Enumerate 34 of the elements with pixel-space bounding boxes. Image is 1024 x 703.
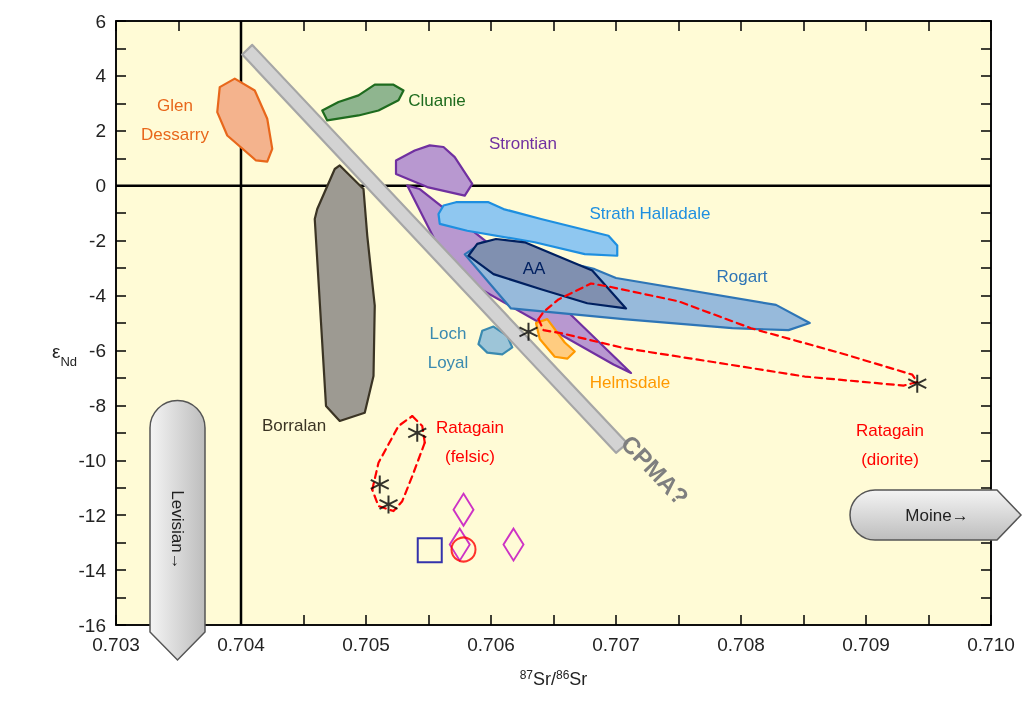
annotation: Strath Halladale — [589, 203, 711, 223]
annotation: Glen Dessarry — [140, 96, 210, 144]
annotation: Loch Loyal — [427, 324, 469, 372]
x-tick-label: 0.709 — [842, 634, 890, 655]
y-tick-label: -16 — [78, 614, 106, 636]
annotation: Ratagain (diorite) — [855, 421, 925, 469]
x-tick-label: 0.703 — [92, 634, 140, 655]
y-tick-label: -10 — [78, 449, 106, 471]
y-tick-label: 6 — [95, 10, 106, 32]
y-tick-label: 4 — [95, 65, 107, 87]
x-tick-label: 0.704 — [217, 634, 266, 655]
y-tick-label: -12 — [78, 504, 106, 526]
annotation: Levisian→ — [168, 490, 187, 570]
annotation: Strontian — [488, 133, 558, 153]
annotation: Moine→ — [905, 505, 969, 525]
y-tick-label: -8 — [89, 394, 106, 416]
y-tick-label: 2 — [95, 120, 106, 142]
annotation: AA — [522, 258, 546, 278]
annotation: Borralan — [261, 415, 327, 435]
annotation: Cluanie — [408, 90, 466, 110]
y-axis-title: ε$_{Nd}$ — [52, 341, 78, 369]
y-tick-label: 0 — [95, 175, 106, 197]
y-tick-label: -2 — [89, 230, 106, 252]
x-tick-label: 0.706 — [467, 634, 515, 655]
annotation: Ratagain (felsic) — [435, 418, 505, 466]
x-tick-label: 0.708 — [717, 634, 765, 655]
annotation: Rogart — [716, 266, 768, 286]
x-tick-label: 0.705 — [342, 634, 390, 655]
annotation: Helmsdale — [589, 372, 671, 392]
y-tick-label: -14 — [78, 559, 107, 581]
y-tick-label: -6 — [89, 339, 106, 361]
x-tick-label: 0.707 — [592, 634, 640, 655]
y-tick-label: -4 — [89, 285, 107, 307]
x-tick-label: 0.710 — [967, 634, 1015, 655]
